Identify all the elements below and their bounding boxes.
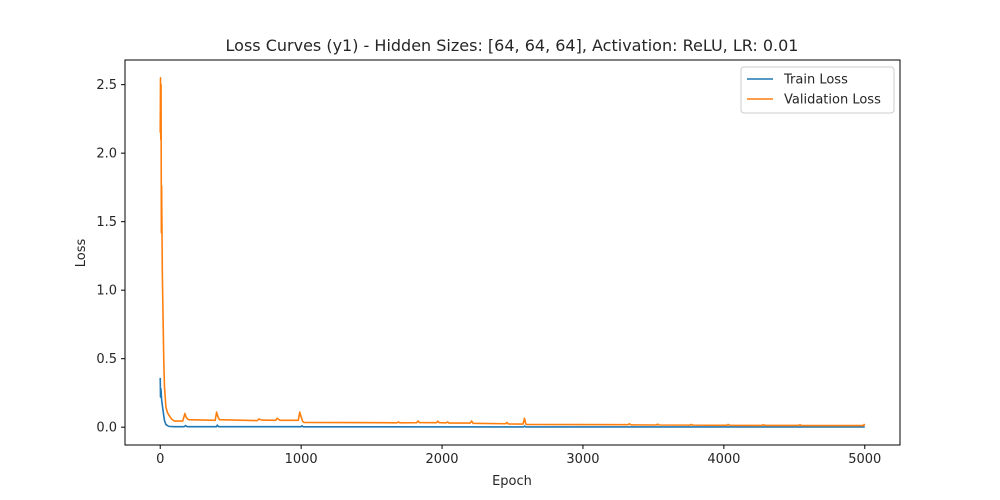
chart-title: Loss Curves (y1) - Hidden Sizes: [64, 64… xyxy=(226,36,799,55)
x-tick-label: 0 xyxy=(156,452,164,467)
series-line-0 xyxy=(159,377,865,428)
x-axis: 0 1000 2000 3000 4000 5000 xyxy=(156,445,881,467)
axes-frame xyxy=(124,59,901,446)
x-tick-label: 3000 xyxy=(566,452,599,467)
x-tick-label: 4000 xyxy=(707,452,740,467)
x-tick-label: 1000 xyxy=(285,452,318,467)
y-tick-label: 2.0 xyxy=(96,147,117,162)
plot-area xyxy=(159,77,866,428)
legend-box xyxy=(740,66,895,114)
series-line-1 xyxy=(159,77,866,427)
x-tick-label: 5000 xyxy=(848,452,881,467)
legend-label-0: Train Loss xyxy=(783,73,848,88)
y-tick-label: 2.5 xyxy=(96,78,117,93)
legend-label-1: Validation Loss xyxy=(784,93,881,108)
y-tick-label: 1.5 xyxy=(96,215,117,230)
y-axis: 0.0 0.5 1.0 1.5 2.0 2.5 xyxy=(96,78,125,436)
x-axis-label: Epoch xyxy=(492,474,532,489)
y-axis-label: Loss xyxy=(74,239,89,268)
y-tick-label: 0.5 xyxy=(96,352,117,367)
y-tick-label: 0.0 xyxy=(96,421,117,436)
x-tick-label: 2000 xyxy=(425,452,458,467)
y-tick-label: 1.0 xyxy=(96,284,117,299)
legend: Train Loss Validation Loss xyxy=(740,66,895,114)
